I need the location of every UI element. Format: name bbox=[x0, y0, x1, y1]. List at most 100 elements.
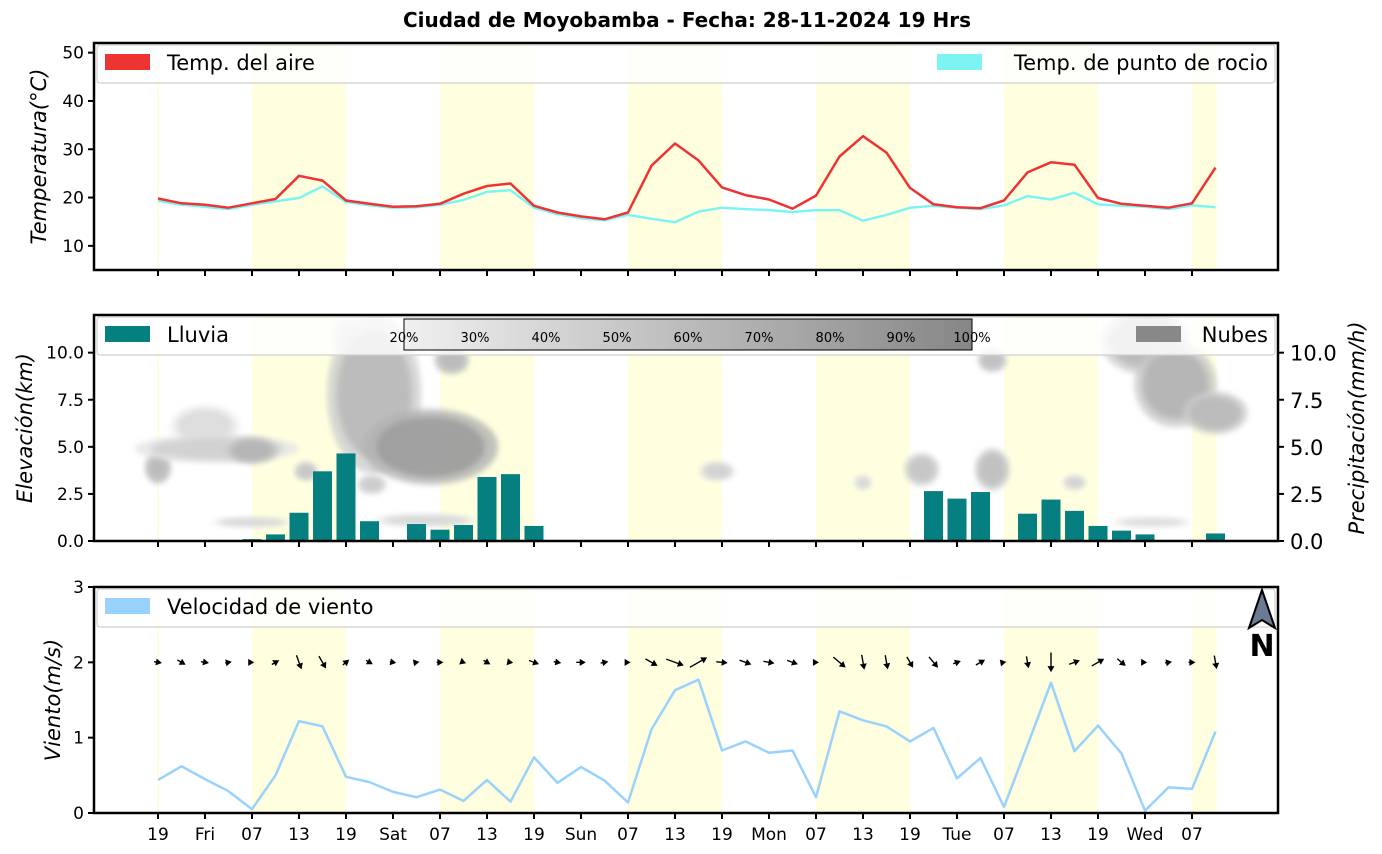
colorbar-label: 80% bbox=[816, 331, 845, 346]
wind-arrow-head bbox=[459, 657, 467, 665]
y-tick-label: 50 bbox=[62, 44, 84, 64]
wind-arrow-head bbox=[907, 660, 914, 668]
north-label: N bbox=[1249, 629, 1274, 664]
cloud-area bbox=[1119, 518, 1185, 526]
wind-arrow-head bbox=[650, 659, 658, 666]
legend-label: Temp. del aire bbox=[166, 51, 315, 75]
wind-arrow-head bbox=[579, 658, 586, 666]
legend-swatch bbox=[105, 598, 150, 614]
axes-frame bbox=[92, 41, 1280, 272]
legend: Velocidad de viento bbox=[96, 588, 1276, 628]
wind-arrow bbox=[200, 658, 209, 666]
wind-arrow-head bbox=[1165, 659, 1172, 667]
wind-arrow-head bbox=[978, 659, 986, 666]
rain-bar bbox=[266, 534, 285, 541]
day-band bbox=[157, 43, 159, 270]
wind-arrow bbox=[553, 658, 562, 666]
rain-bar bbox=[430, 529, 450, 541]
wind-arrow bbox=[271, 660, 280, 667]
wind-arrow-head bbox=[812, 658, 819, 666]
rain-bar bbox=[454, 524, 473, 541]
wind-arrow bbox=[600, 659, 609, 667]
wind-arrow bbox=[412, 659, 420, 667]
colorbar-label: 20% bbox=[390, 331, 419, 346]
y-tick-label: 10 bbox=[62, 237, 84, 257]
wind-arrow-head bbox=[272, 660, 280, 667]
wind-arrow-head bbox=[389, 658, 397, 666]
wind-arrow bbox=[999, 659, 1007, 667]
wind-arrow bbox=[576, 658, 586, 666]
wind-arrow bbox=[786, 658, 798, 666]
cloud-area bbox=[978, 452, 1007, 487]
wind-arrow bbox=[763, 658, 775, 666]
wind-arrow bbox=[1091, 658, 1105, 667]
wind-arrow-head bbox=[365, 658, 373, 665]
x-tick-label: 19 bbox=[1087, 825, 1109, 845]
legend-label: Nubes bbox=[1202, 323, 1268, 347]
colorbar-label: 70% bbox=[745, 331, 774, 346]
x-tick-label: 13 bbox=[476, 825, 498, 845]
legend-swatch bbox=[105, 326, 150, 342]
wind-arrow bbox=[483, 658, 491, 665]
chart-title: Ciudad de Moyobamba - Fecha: 28-11-2024 … bbox=[403, 8, 971, 32]
wind-arrow bbox=[528, 658, 540, 666]
legend-swatch bbox=[937, 54, 982, 70]
cloud-area bbox=[383, 515, 469, 525]
wind-arrow-head bbox=[1097, 658, 1105, 665]
wind-panel: 0 1 2 3 Viento(m/s) Velocidad de viento N bbox=[41, 578, 1280, 824]
rain-bar bbox=[289, 512, 309, 541]
north-arrow-icon: N bbox=[1247, 586, 1277, 664]
wind-arrow bbox=[1164, 659, 1172, 667]
colorbar-label: 100% bbox=[953, 331, 990, 346]
wind-arrow-head bbox=[1024, 661, 1031, 669]
wind-arrow-head bbox=[1212, 662, 1220, 670]
x-tick-label: 19 bbox=[523, 825, 545, 845]
cloud-area bbox=[907, 456, 936, 483]
rain-bar bbox=[477, 476, 497, 541]
wind-arrow bbox=[389, 658, 397, 666]
y-axis-label: Viento(m/s) bbox=[41, 639, 65, 761]
wind-arrow-head bbox=[1141, 658, 1148, 666]
rain-bar bbox=[1088, 525, 1108, 541]
wind-arrow-head bbox=[953, 659, 961, 667]
wind-arrow-head bbox=[1189, 658, 1196, 666]
series-line bbox=[157, 678, 1217, 812]
wind-arrow bbox=[739, 659, 752, 666]
y-tick-label: 20 bbox=[62, 189, 84, 209]
x-tick-label: 19 bbox=[147, 825, 169, 845]
x-tick-label: 07 bbox=[241, 825, 263, 845]
x-tick-label: Fri bbox=[195, 825, 215, 845]
wind-arrow bbox=[318, 655, 327, 669]
wind-arrow-head bbox=[767, 658, 775, 666]
legend-label: Lluvia bbox=[167, 323, 229, 347]
x-tick-label: Sun bbox=[565, 825, 597, 845]
wind-arrow-head bbox=[412, 659, 420, 667]
plot-area bbox=[153, 652, 1220, 812]
wind-arrow-head bbox=[700, 657, 708, 664]
cloud-area bbox=[1065, 476, 1084, 489]
wind-arrow bbox=[832, 656, 846, 668]
cloud-area bbox=[176, 409, 234, 444]
wind-arrow-head bbox=[320, 661, 327, 669]
x-tick-label: 07 bbox=[993, 825, 1015, 845]
cloud-area bbox=[855, 476, 871, 489]
wind-arrow-head bbox=[931, 660, 939, 668]
wind-arrow bbox=[506, 658, 514, 666]
axes-frame bbox=[92, 585, 1280, 815]
plot-area bbox=[157, 134, 1217, 224]
wind-arrow bbox=[295, 655, 303, 670]
wind-arrow bbox=[689, 657, 708, 668]
x-tick-label: 07 bbox=[617, 825, 639, 845]
wind-arrow bbox=[906, 656, 914, 668]
wind-arrow bbox=[928, 656, 939, 668]
wind-arrow bbox=[1141, 658, 1148, 666]
x-tick-label: 07 bbox=[805, 825, 827, 845]
rain-bar bbox=[360, 521, 379, 541]
y-tick-label: 3 bbox=[73, 578, 84, 598]
wind-arrow-head bbox=[744, 659, 752, 666]
wind-arrow bbox=[883, 655, 891, 670]
y-tick-label: 40 bbox=[62, 92, 84, 112]
wind-arrow bbox=[665, 658, 684, 667]
wind-arrow bbox=[1188, 658, 1196, 666]
